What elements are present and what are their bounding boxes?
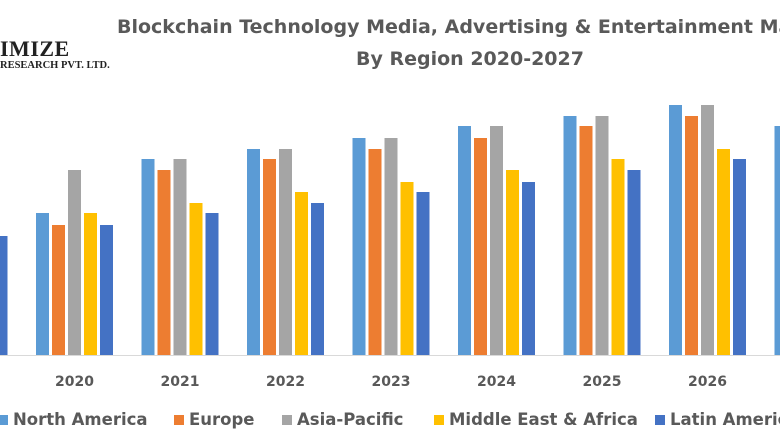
x-tick-label: 2022 <box>266 374 305 390</box>
bar-middle-east-africa-2021 <box>189 203 203 355</box>
bar-europe-2024 <box>474 138 487 355</box>
bar-middle-east-africa-2024 <box>506 170 519 355</box>
bar-middle-east-africa-2023 <box>400 182 414 355</box>
legend-item-latin-america: Latin America <box>655 410 780 429</box>
legend-label: Latin America <box>670 410 780 429</box>
x-tick-label: 2025 <box>583 374 622 390</box>
bar-asia-pacific-2025 <box>595 116 609 355</box>
bar-middle-east-africa-2020 <box>84 213 97 355</box>
legend-swatch <box>282 414 292 425</box>
legend-swatch <box>174 414 184 425</box>
bar-asia-pacific-2023 <box>384 138 398 355</box>
bar-north-america-2020 <box>36 213 49 355</box>
legend-label: Europe <box>189 410 255 429</box>
bar-north-america-2021 <box>141 159 155 355</box>
legend-swatch <box>0 414 8 425</box>
bar-asia-pacific-2020 <box>68 170 81 355</box>
x-tick-label: 2021 <box>161 374 200 390</box>
bar-latin-america-2026 <box>733 159 746 355</box>
bar-latin-america-2024 <box>522 182 535 355</box>
bar-asia-pacific-2024 <box>490 126 503 355</box>
legend-item-asia-pacific: Asia-Pacific <box>282 410 403 429</box>
bar-latin-america-2023 <box>416 192 430 355</box>
bar-middle-east-africa-2025 <box>611 159 625 355</box>
bar-europe-2022 <box>263 159 276 355</box>
bar-north-america-2025 <box>563 116 577 355</box>
legend-label: Middle East & Africa <box>449 410 638 429</box>
bar-north-america-2024 <box>458 126 471 355</box>
chart-title: Blockchain Technology Media, Advertising… <box>117 16 780 38</box>
legend: North America Europe Asia-Pacific Middle… <box>0 410 780 434</box>
logo-text: IMIZE <box>0 36 70 61</box>
bar-europe-2021 <box>157 170 171 355</box>
legend-label: North America <box>13 410 148 429</box>
bar-europe-2020 <box>52 225 65 355</box>
x-tick-label: 2020 <box>55 374 94 390</box>
legend-swatch <box>655 414 665 425</box>
bar-latin-america-2025 <box>627 170 641 355</box>
bar-north-america-clipped <box>774 126 780 355</box>
bar-middle-east-africa-2022 <box>295 192 308 355</box>
legend-item-europe: Europe <box>174 410 255 429</box>
x-tick-label: 2024 <box>477 374 516 390</box>
legend-label: Asia-Pacific <box>297 410 404 429</box>
bar-europe-2026 <box>685 116 698 355</box>
bar-asia-pacific-2022 <box>279 149 292 355</box>
bar-latin-america-2022 <box>311 203 324 355</box>
bar-latin-america-2021 <box>205 213 219 355</box>
legend-item-middle-east-africa: Middle East & Africa <box>434 410 638 429</box>
bar-asia-pacific-2021 <box>173 159 187 355</box>
x-tick-label: 2026 <box>688 374 727 390</box>
bar-europe-2023 <box>368 149 382 355</box>
bar-europe-2025 <box>579 126 593 355</box>
legend-item-north-america: North America <box>0 410 148 429</box>
bar-north-america-2022 <box>247 149 260 355</box>
logo-subtext: RESEARCH PVT. LTD. <box>0 60 110 71</box>
chart-subtitle: By Region 2020-2027 <box>356 48 584 70</box>
legend-swatch <box>434 414 444 425</box>
bar-north-america-2023 <box>352 138 366 355</box>
bar-north-america-2026 <box>669 105 682 355</box>
bar-latin-america-2020 <box>100 225 113 355</box>
x-tick-label: 2023 <box>372 374 411 390</box>
bar-latin-america-clipped <box>0 236 8 355</box>
bar-middle-east-africa-2026 <box>717 149 730 355</box>
bar-asia-pacific-2026 <box>701 105 714 355</box>
